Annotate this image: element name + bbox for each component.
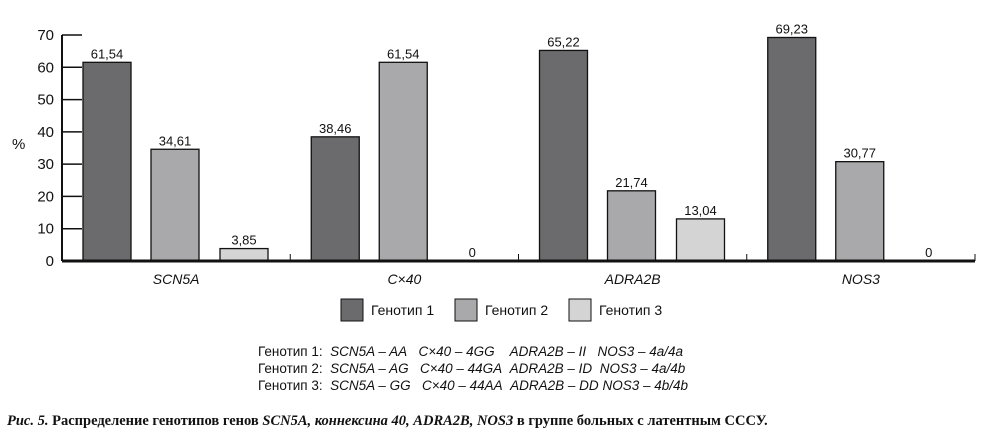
figure-caption: Рис. 5. Распределение генотипов генов SC… [7, 413, 768, 430]
data-label: 0 [925, 245, 932, 260]
genotype-item: SCN5A – AA [330, 344, 408, 359]
data-label: 30,77 [843, 146, 876, 161]
data-label: 65,22 [547, 34, 580, 49]
y-tick-label: 20 [37, 188, 54, 205]
genotype-item: C×40 – 44GA [419, 361, 503, 376]
legend-swatch-2 [454, 298, 478, 322]
genotype-key-label: Генотип 2: [258, 361, 323, 376]
legend-swatch-1 [340, 298, 364, 322]
caption-prefix: Рис. 5. [7, 413, 49, 429]
data-label: 69,23 [775, 21, 808, 36]
bar-2 [835, 161, 885, 262]
genotype-item: C×40 – 4GG [418, 344, 495, 359]
caption-genes: SCN5A, коннексина 40, ADRA2B, NOS3 [262, 413, 514, 429]
y-tick-label: 40 [37, 124, 54, 141]
bar-2 [378, 61, 428, 262]
genotype-key-label: Генотип 1: [258, 344, 323, 359]
bar-3 [219, 247, 269, 262]
genotype-item: SCN5A – AG [330, 361, 409, 376]
genotype-item: NOS3 – 4a/4b [599, 361, 686, 376]
x-category-label: SCN5A [153, 271, 200, 287]
data-label: 61,54 [91, 46, 124, 61]
data-label: 38,46 [319, 121, 352, 136]
bar-3 [675, 218, 726, 262]
x-category-label: NOS3 [842, 271, 880, 287]
genotype-key-label: Генотип 3: [258, 378, 323, 393]
y-tick-label: 0 [46, 253, 54, 270]
legend-label: Генотип 3 [599, 302, 662, 318]
genotype-item: SCN5A – GG [330, 378, 411, 393]
data-label: 13,04 [684, 203, 717, 218]
y-tick-label: 10 [37, 221, 54, 238]
genotype-item: C×40 – 44AA [421, 378, 503, 393]
data-label: 34,61 [159, 133, 192, 148]
x-category-label: ADRA2B [604, 271, 661, 287]
legend-label: Генотип 2 [485, 302, 548, 318]
bar-2 [606, 190, 657, 262]
y-tick-label: 50 [37, 92, 54, 109]
legend-label: Генотип 1 [371, 302, 434, 318]
data-label: 3,85 [231, 233, 256, 248]
bar-1 [82, 61, 132, 262]
x-category-label: C×40 [387, 271, 421, 287]
data-label: 21,74 [615, 175, 648, 190]
y-tick-label: 70 [37, 27, 54, 44]
data-label: 61,54 [387, 46, 420, 61]
bar-2 [150, 148, 200, 262]
y-tick-label: 60 [37, 59, 54, 76]
caption-text: Распределение генотипов генов [48, 413, 263, 429]
genotype-key-row-1: Генотип 1: SCN5A – AA C×40 – 4GG ADRA2B … [258, 343, 683, 360]
legend-swatch-3 [568, 298, 592, 322]
genotype-item: ADRA2B – ID [509, 361, 593, 376]
y-tick-label: 30 [37, 156, 54, 173]
y-axis-label: % [12, 136, 25, 153]
genotype-item: ADRA2B – DD [510, 378, 599, 393]
genotype-item: ADRA2B – II [509, 344, 587, 359]
bar-1 [310, 136, 360, 262]
genotype-item: NOS3 – 4a/4a [597, 344, 684, 359]
caption-text: в группе больных с латентным СССУ. [513, 413, 768, 429]
genotype-key-row-2: Генотип 2: SCN5A – AG C×40 – 44GA ADRA2B… [258, 360, 685, 377]
genotype-key-row-3: Генотип 3: SCN5A – GG C×40 – 44AA ADRA2B… [258, 377, 688, 394]
data-label: 0 [469, 245, 476, 260]
genotype-item: NOS3 – 4b/4b [602, 378, 689, 393]
bar-1 [767, 36, 817, 262]
bar-1 [538, 49, 589, 262]
